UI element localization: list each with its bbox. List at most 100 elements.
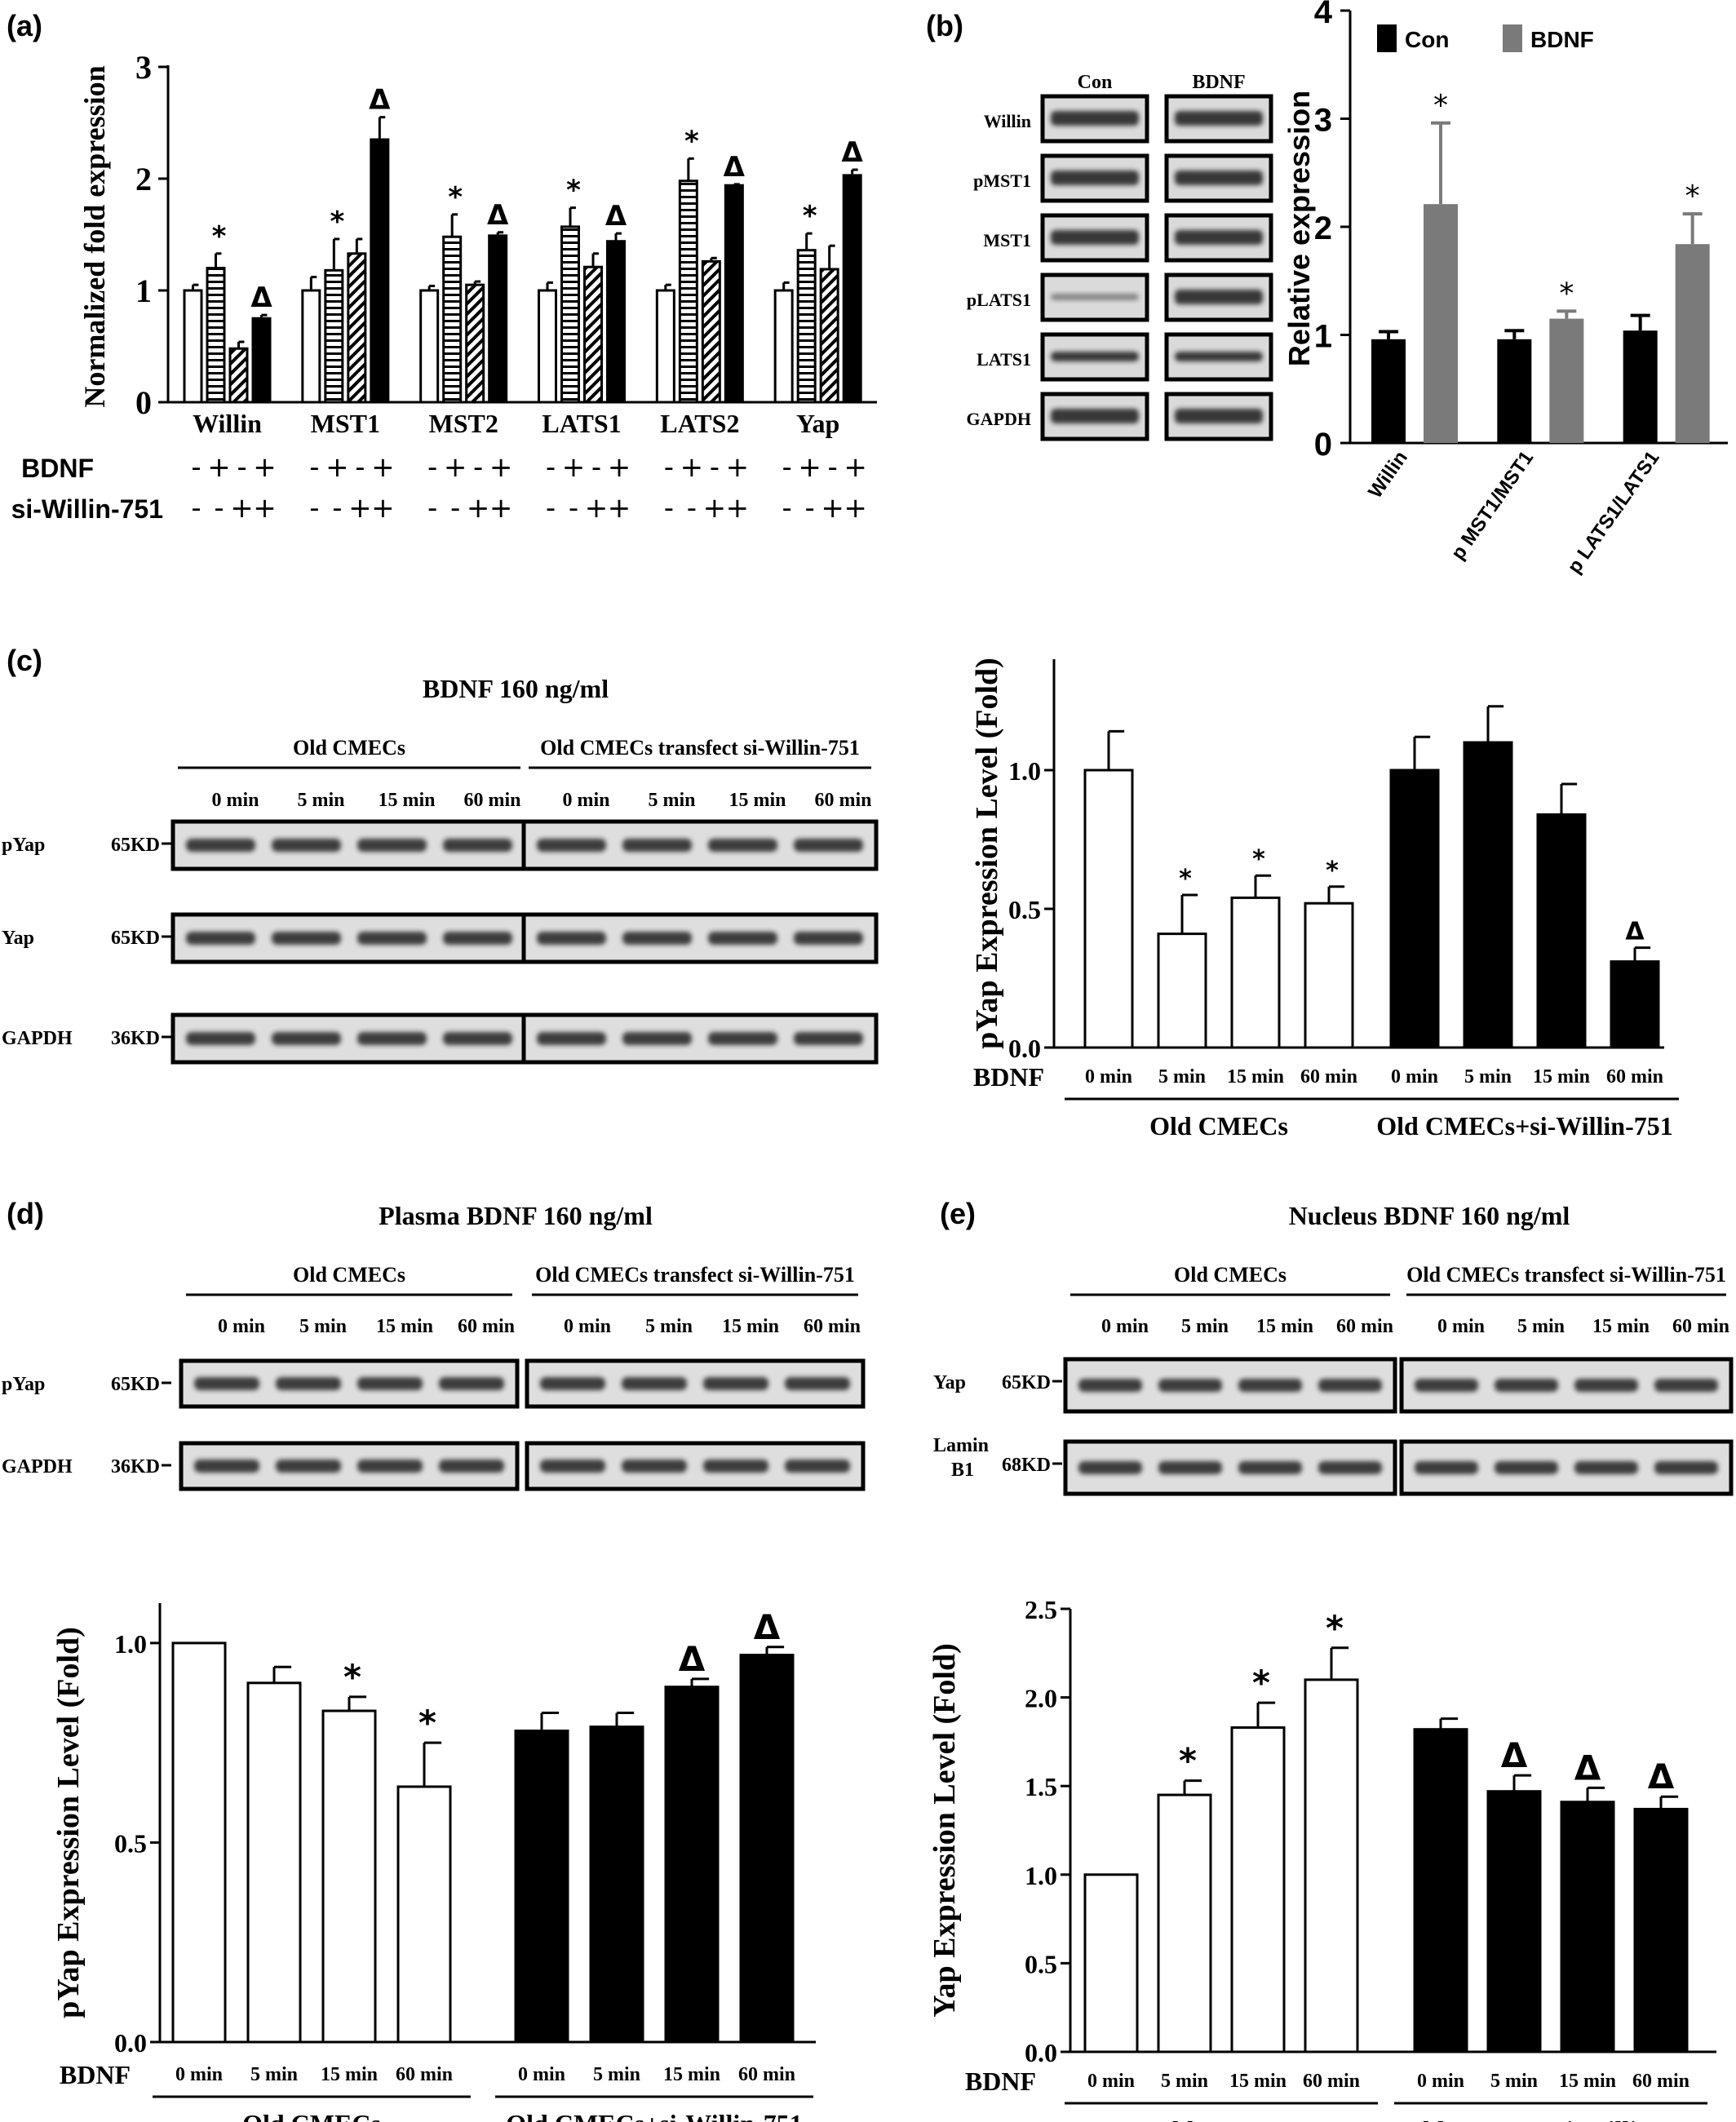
blot-band [439, 1377, 504, 1390]
blot-band [1654, 1379, 1718, 1392]
bar [251, 317, 272, 404]
bdnf-sign: + [680, 451, 704, 484]
bar [538, 289, 557, 404]
bar [347, 252, 367, 404]
blot-band [272, 1032, 341, 1045]
bdnf-sign: - [191, 451, 201, 484]
blot-title: BDNF 160 ng/ml [423, 674, 609, 703]
blot-band [708, 839, 777, 852]
significance-mark: Δ [487, 199, 509, 232]
si-sign: - [450, 492, 460, 525]
bar [724, 184, 744, 404]
bar [1304, 902, 1354, 1049]
category-label: 5 min [250, 2064, 298, 2085]
si-sign: + [348, 492, 372, 525]
blot-band [357, 839, 427, 852]
si-sign: - [569, 492, 578, 525]
chart-d: 0.0 0.5 1.0 pYap Expression Level (Fold) BDN… [51, 1603, 816, 2122]
bar [1304, 1678, 1359, 2053]
blot-lane-label: BDNF [1192, 72, 1245, 93]
bar [678, 179, 698, 404]
bdnf-sign: + [371, 451, 395, 484]
y-tick-label: 2.5 [1025, 1595, 1057, 1624]
si-sign: + [726, 492, 750, 525]
panel-letter-b: (b) [926, 9, 963, 42]
blot-group-label: Old CMECs transfect si-Willin-751 [1406, 1263, 1726, 1287]
bar [206, 267, 226, 404]
blot-time-label: 5 min [1517, 1316, 1565, 1337]
significance-mark: * [1685, 179, 1700, 213]
category-label: 5 min [593, 2064, 640, 2085]
bar [1157, 933, 1207, 1049]
significance-mark: * [448, 181, 463, 214]
group-label: Old CMECs [1152, 2115, 1291, 2122]
blot-row-label: Willin [984, 111, 1031, 131]
blot-time-label: 5 min [299, 1316, 347, 1337]
y-tick-label: 1.0 [114, 1629, 147, 1659]
y-tick-label: 2.0 [1025, 1684, 1057, 1713]
bdnf-sign: + [726, 451, 750, 484]
bdnf-sign: - [355, 451, 365, 484]
blot-time-label: 0 min [211, 790, 259, 811]
blot-row-label: MST1 [983, 230, 1031, 250]
blot-time-label: 5 min [648, 790, 695, 811]
blot-group-label: Old CMECs [293, 1263, 405, 1287]
blot-time-label: 60 min [1336, 1316, 1393, 1337]
blot-time-label: 5 min [645, 1316, 693, 1337]
blot-band [194, 1460, 259, 1473]
blot-band [272, 839, 341, 852]
blot-row-label: pLATS1 [967, 290, 1031, 310]
bdnf-sign: - [427, 451, 437, 484]
blot-time-label: 5 min [297, 790, 344, 811]
significance-mark: Δ [679, 1639, 706, 1679]
y-tick-label: 2 [1314, 210, 1332, 246]
category-label: 5 min [1158, 1066, 1206, 1088]
y-tick-label: 0.0 [1025, 2038, 1057, 2067]
category-label: Willin [193, 409, 262, 438]
bar [465, 283, 485, 404]
si-sign: + [230, 492, 254, 525]
bar [1486, 1790, 1542, 2053]
category-label: 5 min [1464, 1066, 1512, 1088]
blot-band [1318, 1461, 1382, 1474]
blot-kd-label: 65KD [1002, 1372, 1051, 1393]
si-sign: - [805, 492, 815, 525]
group-label: Old CMECs+si-Willin-751 [1402, 2115, 1698, 2122]
blot-band [1495, 1461, 1558, 1474]
blot-e: Nucleus BDNF 160 ng/ml Old CMECs 0 min 5 mi… [933, 1201, 1734, 1496]
bdnf-sign: + [326, 451, 349, 484]
blot-band [785, 1460, 850, 1473]
category-label: p MST1/MST1 [1447, 447, 1539, 564]
group-label: Old CMECs [242, 2109, 381, 2122]
category-label: p LATS1/LATS1 [1563, 447, 1663, 578]
y-tick-label: 0 [1314, 427, 1332, 463]
significance-mark: * [330, 206, 344, 238]
y-tick-label: 1.0 [1025, 1861, 1057, 1890]
bdnf-sign: - [546, 451, 556, 484]
bar [1083, 1873, 1139, 2053]
si-sign: - [427, 492, 437, 525]
blot-row-label: B1 [951, 1460, 974, 1481]
bdnf-sign: + [444, 451, 467, 484]
blot-band [1574, 1461, 1638, 1474]
blot-row-label: GAPDH [2, 1028, 73, 1049]
blot-row-label: LATS1 [976, 349, 1031, 370]
bdnf-sign: + [562, 451, 586, 484]
blot-band [1158, 1379, 1222, 1392]
bdnf-sign: + [489, 451, 513, 484]
bdnf-sign: - [309, 451, 319, 484]
bar [1413, 1728, 1468, 2053]
significance-mark: * [1433, 89, 1448, 122]
blot-band [794, 839, 863, 852]
bar [1230, 1726, 1286, 2053]
blot-band [1238, 1379, 1302, 1392]
group-label: Old CMECs+si-Willin-751 [1376, 1111, 1672, 1141]
blot-time-label: 0 min [1437, 1316, 1485, 1337]
blot-band [1415, 1379, 1478, 1392]
bar [488, 234, 508, 404]
significance-mark: Δ [1648, 1757, 1675, 1796]
bar [583, 265, 603, 404]
bar [1389, 769, 1440, 1049]
